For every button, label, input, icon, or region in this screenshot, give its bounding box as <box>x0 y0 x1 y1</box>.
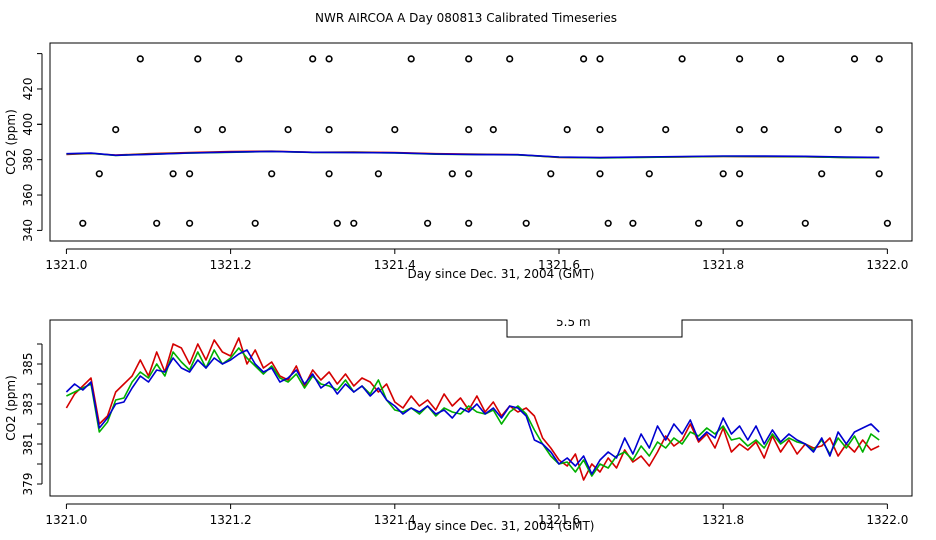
reference-point-41 <box>719 170 727 178</box>
y-tick-label: 360 <box>21 184 35 207</box>
reference-point-57 <box>735 219 744 227</box>
reference-point-40 <box>645 170 653 178</box>
reference-point-18 <box>284 126 292 134</box>
x-axis-label: Day since Dec. 31, 2004 (GMT) <box>408 267 595 281</box>
x-tick-label: 1321.2 <box>210 258 252 272</box>
y-axis-label: CO2 (ppm) <box>4 375 18 441</box>
y-tick-label: 380 <box>21 148 35 171</box>
reference-point-45 <box>79 219 87 227</box>
reference-point-0 <box>136 55 144 63</box>
reference-point-55 <box>629 219 637 227</box>
reference-point-10 <box>678 55 686 63</box>
bottom-panel: 1321.0 1321.2 1321.4 1321.6 1321.8 1322.0 Day … <box>4 319 913 533</box>
y-tick-label: 420 <box>21 78 35 101</box>
reference-point-7 <box>506 55 514 63</box>
reference-point-39 <box>596 170 604 178</box>
reference-point-25 <box>662 126 670 134</box>
reference-point-31 <box>169 170 177 178</box>
plot-frame <box>49 319 913 497</box>
reference-point-15 <box>112 126 120 134</box>
reference-point-48 <box>251 219 259 227</box>
reference-point-23 <box>563 126 571 134</box>
y-tick-label: 383 <box>21 393 35 416</box>
reference-point-28 <box>834 126 842 134</box>
reference-point-42 <box>735 170 744 178</box>
reference-point-53 <box>522 219 530 227</box>
plot-frame <box>49 42 913 242</box>
y-tick-label: 381 <box>21 433 35 456</box>
reference-point-21 <box>465 126 473 134</box>
reference-point-29 <box>875 126 883 134</box>
x-tick-label: 1321.4 <box>374 513 416 527</box>
x-tick-label: 1321.0 <box>45 258 87 272</box>
y-tick-label: 400 <box>21 113 35 136</box>
reference-point-44 <box>875 170 883 178</box>
reference-point-54 <box>604 219 612 227</box>
legend-clip <box>480 300 710 320</box>
reference-point-12 <box>776 55 785 63</box>
reference-point-16 <box>194 126 202 134</box>
x-tick-label: 1321.0 <box>45 513 87 527</box>
reference-point-11 <box>735 55 744 63</box>
reference-point-51 <box>424 219 432 227</box>
x-tick-label: 1321.4 <box>374 258 416 272</box>
x-tick-label: 1321.8 <box>702 513 744 527</box>
reference-point-34 <box>325 170 333 178</box>
reference-point-30 <box>95 170 103 178</box>
page-title: NWR AIRCOA A Day 080813 Calibrated Times… <box>315 11 617 25</box>
reference-point-36 <box>448 170 456 178</box>
reference-point-13 <box>850 55 859 63</box>
reference-point-37 <box>465 170 473 178</box>
series-line-green <box>66 347 880 477</box>
reference-point-8 <box>579 55 588 63</box>
reference-point-50 <box>350 219 358 227</box>
x-tick-label: 1322.0 <box>866 258 908 272</box>
reference-point-35 <box>374 170 383 178</box>
reference-point-38 <box>547 170 555 178</box>
x-axis-label: Day since Dec. 31, 2004 (GMT) <box>408 519 595 533</box>
reference-point-14 <box>875 55 883 63</box>
x-tick-label: 1321.2 <box>210 513 252 527</box>
reference-point-43 <box>818 170 826 178</box>
reference-point-17 <box>218 126 226 134</box>
top-panel: 1321.0 1321.2 1321.4 1321.6 1321.8 1322.0 Day … <box>4 42 913 281</box>
reference-point-19 <box>325 126 333 134</box>
reference-point-6 <box>465 55 473 63</box>
reference-point-5 <box>407 55 415 63</box>
y-tick-label: 385 <box>21 353 35 376</box>
reference-point-1 <box>194 55 202 63</box>
reference-point-49 <box>333 219 341 227</box>
y-tick-label: 340 <box>21 219 35 242</box>
reference-point-20 <box>391 126 399 134</box>
reference-point-56 <box>694 219 703 227</box>
reference-point-33 <box>268 170 276 178</box>
reference-point-27 <box>760 126 768 134</box>
reference-point-32 <box>186 170 194 178</box>
x-tick-label: 1321.8 <box>702 258 744 272</box>
y-tick-label: 379 <box>21 473 35 496</box>
y-axis-label: CO2 (ppm) <box>4 109 18 175</box>
reference-point-2 <box>235 55 243 63</box>
reference-point-4 <box>325 55 333 63</box>
x-tick-label: 1321.6 <box>538 513 580 527</box>
reference-point-24 <box>596 126 604 134</box>
series-line-red <box>65 337 880 481</box>
reference-point-59 <box>883 219 892 227</box>
x-tick-label: 1321.6 <box>538 258 580 272</box>
reference-point-52 <box>465 219 473 227</box>
reference-point-26 <box>735 126 744 134</box>
reference-point-47 <box>186 219 194 227</box>
reference-point-46 <box>153 219 161 227</box>
series-line-blue <box>65 349 880 475</box>
series-line-blue <box>66 150 880 159</box>
x-tick-label: 1322.0 <box>866 513 908 527</box>
reference-point-9 <box>596 55 604 63</box>
reference-point-22 <box>489 126 497 134</box>
reference-point-58 <box>801 219 809 227</box>
reference-point-3 <box>309 55 317 63</box>
